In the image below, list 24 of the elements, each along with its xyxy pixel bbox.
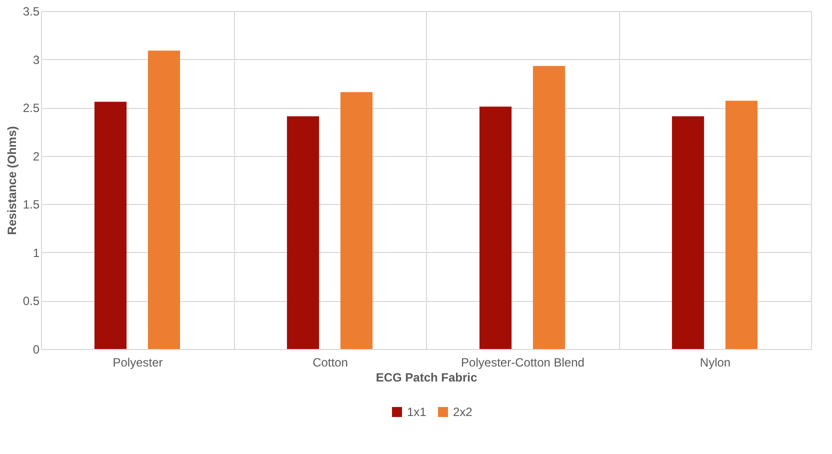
y-tick-label: 2 [32,149,40,164]
y-tick-label: 1 [32,246,40,260]
x-axis-title: ECG Patch Fabric [376,370,478,384]
legend-label: 1x1 [407,405,427,419]
x-tick-label: Cotton [312,356,348,370]
bar [479,106,512,349]
bar [340,92,373,349]
y-tick-label: 0 [32,342,40,356]
bar [94,102,127,349]
x-tick-label: Polyester [112,356,163,370]
y-tick-label: 2.5 [22,101,40,116]
y-tick-label: 3.5 [22,4,40,18]
legend-label: 2x2 [453,405,473,419]
bar [532,66,566,349]
bar [672,116,704,349]
x-tick-label: Polyester-Cotton Blend [461,356,584,370]
y-axis-title: Resistance (Ohms) [4,126,19,235]
y-tick-label: 0.5 [22,294,40,308]
bar [148,50,180,349]
y-tick-label: 3 [32,52,40,67]
bar [286,116,320,349]
y-tick-label: 1.5 [22,198,40,212]
x-tick-label: Nylon [700,356,731,370]
bar [725,100,758,349]
